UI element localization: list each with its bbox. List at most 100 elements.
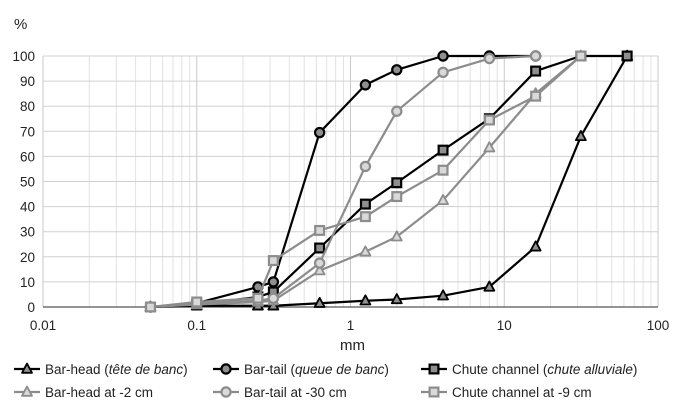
data-point [252,292,264,304]
y-tick-label: 60 [20,149,35,164]
y-tick-label: 90 [20,74,35,89]
data-point [529,240,542,252]
y-tick-label: 50 [20,175,35,190]
legend-label-part: Bar-tail ( [244,362,296,377]
series-1 [144,49,634,312]
legend-item-5: Bar-tail at -30 cm [213,385,347,400]
data-point [483,141,496,153]
y-tick-label: 0 [27,300,35,315]
legend-label: Chute channel at -9 cm [452,385,592,400]
legend-item-3: Chute channel (chute alluviale) [421,362,637,377]
data-point [313,296,326,308]
series-line [150,54,536,309]
data-point [314,224,326,236]
data-point [437,66,449,79]
y-tick-label: 100 [12,49,35,64]
legend-label-part: Chute channel ( [452,362,548,377]
data-point [391,64,403,76]
data-point [391,105,403,117]
legend-label-part: Bar-head at -2 cm [45,385,153,400]
legend-label: Bar-tail at -30 cm [244,385,347,400]
series-line [150,54,536,309]
data-point [314,242,326,254]
legend-label-part: queue de banc [295,362,385,377]
data-point [359,245,372,257]
data-point [483,280,496,292]
y-tick-label: 20 [20,250,35,265]
legend-label-part: Bar-head ( [45,362,109,377]
legend-label-part: tête de banc [109,362,184,377]
legend-label-part: ) [384,362,389,377]
data-point [191,296,203,308]
legend-marker [220,386,232,398]
data-point [391,177,403,189]
y-tick-label: 70 [20,124,35,139]
data-point [437,289,449,301]
legend-marker [21,362,33,374]
legend-item-6: Chute channel at -9 cm [421,385,592,400]
x-tick-label: 0.01 [30,318,56,333]
data-point [390,230,403,242]
x-tick-label: 100 [647,318,670,333]
axes: 0 10 20 30 40 50 60 70 80 90 100 0.01 0.1 1 10 100% mm [12,16,669,354]
legend-item-1: Bar-head (tête de banc) [14,362,188,377]
legend-label: Bar-head (tête de banc) [45,362,188,377]
data-point [621,50,633,62]
y-tick-label: 30 [20,225,35,240]
legend-label: Bar-tail (queue de banc) [244,362,389,377]
data-point [313,264,326,276]
legend-label: Chute channel (chute alluviale) [452,362,637,377]
series-layer [144,49,634,313]
data-point [437,144,449,156]
data-point [313,126,326,139]
y-tick-label: 10 [20,275,35,290]
legend-label-part: ) [633,362,638,377]
data-point [530,90,542,102]
data-point [313,257,326,269]
x-tick-label: 10 [497,318,512,333]
legend-label-part: ) [183,362,188,377]
legend-item-2: Bar-tail (queue de banc) [213,362,389,377]
legend-marker [220,363,232,375]
legend: Bar-head (tête de banc) Bar-tail (queue d… [14,362,637,400]
data-point [359,79,372,91]
legend-label-part: Chute channel at -9 cm [452,385,592,400]
series-6 [144,50,587,313]
y-axis-label: % [14,16,27,33]
data-point [359,294,372,306]
legend-label-part: Bar-tail at -30 cm [244,385,347,400]
data-point [483,52,496,65]
legend-label: Bar-head at -2 cm [45,385,153,400]
y-tick-label: 80 [20,99,35,114]
data-point [390,293,403,305]
x-axis-label: mm [340,337,365,354]
legend-label-part: chute alluviale [547,362,633,377]
data-point [574,130,587,142]
data-point [437,164,449,176]
data-point [359,198,371,210]
legend-marker [21,385,33,397]
data-point [144,301,156,313]
legend-marker [428,363,440,375]
legend-marker [428,386,440,398]
data-point [437,194,449,206]
x-tick-label: 1 [347,318,355,333]
data-point [437,50,449,62]
data-point [575,50,587,62]
data-point [267,276,280,288]
data-point [483,114,495,126]
data-point [267,255,279,267]
data-point [359,160,372,173]
data-point [530,65,542,77]
series-5 [144,50,542,313]
data-point [391,191,403,203]
y-tick-label: 40 [20,200,35,215]
data-point [267,292,280,304]
grid [42,55,659,308]
data-point [359,211,371,223]
series-line [150,55,629,309]
legend-item-4: Bar-head at -2 cm [14,385,153,400]
data-point [529,50,542,62]
x-tick-label: 0.1 [187,318,206,333]
